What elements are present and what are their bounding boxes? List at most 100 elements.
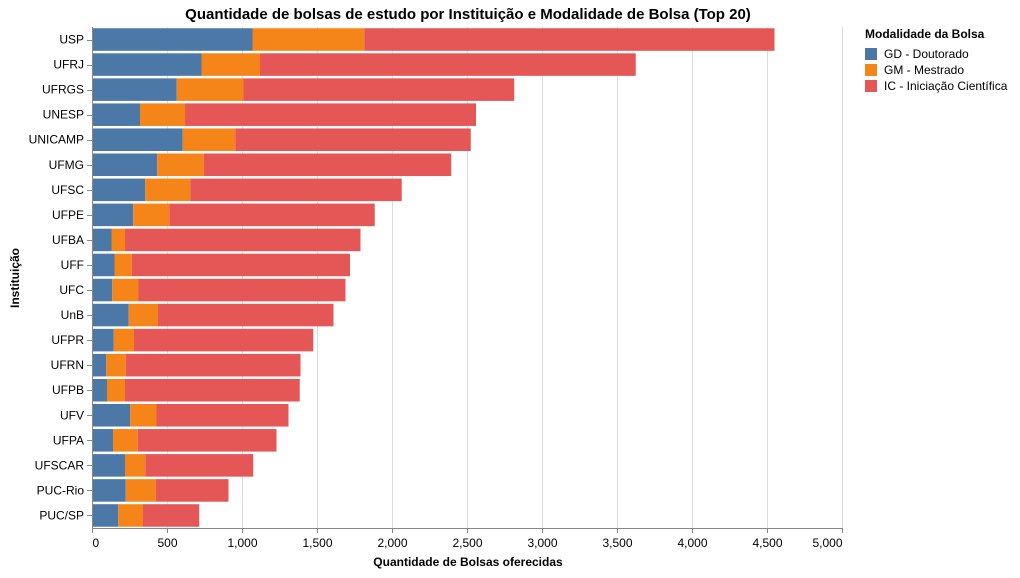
legend-swatch [865,80,877,92]
legend-label: IC - Iniciação Científica [884,79,1008,93]
bar-segment-puc-sp-2 [143,504,200,527]
bar-segment-ufc-1 [112,278,139,302]
bar-segment-unicamp-1 [182,128,236,151]
bar-segment-ufpe-0 [92,203,134,227]
y-tick-label: UNESP [43,108,84,122]
bar-segment-usp-1 [252,28,365,51]
bar-segment-usp-0 [92,28,253,51]
bar-segment-uff-1 [114,253,132,277]
bar-segment-puc-sp-0 [92,504,119,527]
bar-segment-uff-0 [92,253,115,277]
bar-segment-puc-sp-1 [118,504,143,527]
bar-segment-puc-rio-1 [125,479,156,502]
y-tick-label: UFSCAR [35,458,85,472]
bar-segment-ufrn-1 [106,353,126,377]
y-tick-label: UFC [59,283,84,297]
x-axis: 0 500 1,000 1,500 2,000 2,500 3,000 3,500 4,000 4… [92,528,843,550]
bar-segment-unb-2 [158,303,334,327]
x-tick-label: 2,500 [452,536,482,550]
bar-segment-unesp-1 [140,103,185,126]
y-axis: USP UFRJ UFRGS UNESP UNICAMP UFMG UFSC UFPE UFBA… [29,27,93,528]
bar-segment-ufba-0 [92,228,112,252]
bar-segment-ufsc-0 [92,178,146,202]
y-tick-label: UFPA [53,433,84,447]
x-tick-label: 2,000 [377,536,407,550]
x-tick-label: 4,500 [752,536,782,550]
x-tick-label: 1,000 [227,536,257,550]
bar-segment-ufv-1 [130,404,157,427]
bar-segment-ufrgs-2 [243,78,515,101]
bar-segment-unesp-2 [185,103,476,126]
bar-segment-ufsc-2 [190,178,402,202]
bar-segment-ufrj-2 [260,53,636,76]
x-tick-label: 3,500 [602,536,632,550]
bar-segment-ufrj-1 [201,53,260,76]
x-tick-label: 5,000 [812,536,842,550]
bar-segment-ufc-2 [138,278,346,302]
bar-segment-usp-2 [364,28,775,51]
y-tick-label: UFSC [51,183,84,197]
bars [92,28,775,527]
y-tick-label: PUC/SP [39,508,84,522]
x-tick-label: 0 [93,536,100,550]
bar-segment-ufba-2 [125,228,361,252]
y-tick-label: UFRJ [53,58,84,72]
bar-segment-uff-2 [131,253,350,277]
bar-segment-puc-rio-0 [92,479,126,502]
x-tick-label: 4,000 [677,536,707,550]
bar-segment-ufrgs-1 [176,78,244,101]
bar-segment-ufscar-2 [145,454,254,477]
bar-segment-ufrgs-0 [92,78,177,101]
bar-segment-ufpa-1 [113,429,138,452]
legend-label: GM - Mestrado [884,63,964,77]
bar-segment-ufpr-0 [92,328,114,352]
y-tick-label: UFPB [52,383,84,397]
bar-segment-ufpe-2 [169,203,375,227]
legend-swatch [865,48,877,60]
y-tick-label: UFF [61,258,84,272]
bar-segment-unesp-0 [92,103,140,126]
y-tick-label: PUC-Rio [37,483,85,497]
bar-segment-ufpa-0 [92,429,113,452]
y-tick-label: UFV [60,408,84,422]
bar-segment-unicamp-0 [92,128,183,151]
bar-segment-puc-rio-2 [155,479,229,502]
bar-segment-ufpb-2 [125,378,300,402]
x-axis-title: Quantidade de Bolsas oferecidas [373,555,563,569]
y-tick-label: UNICAMP [29,133,84,147]
bar-segment-ufba-1 [111,228,125,252]
legend: Modalidade da Bolsa GD - Doutorado GM - M… [865,27,1008,93]
x-tick-label: 1,500 [302,536,332,550]
legend-swatch [865,64,877,76]
bar-segment-ufpe-1 [133,203,170,227]
legend-label: GD - Doutorado [884,47,969,61]
x-tick-label: 500 [157,536,177,550]
bar-segment-ufsc-1 [145,178,191,202]
bar-segment-unb-0 [92,303,129,327]
y-tick-label: UFRN [51,358,84,372]
grid-lines [92,27,843,528]
bar-segment-ufmg-0 [92,153,158,177]
y-tick-label: UnB [61,308,84,322]
bar-segment-ufpb-1 [107,378,125,402]
chart-title: Quantidade de bolsas de estudo por Insti… [185,6,751,23]
bar-segment-unicamp-2 [235,128,471,151]
bar-segment-unb-1 [128,303,158,327]
y-tick-label: UFRGS [42,83,84,97]
bar-segment-ufscar-0 [92,454,125,477]
legend-title: Modalidade da Bolsa [865,27,985,41]
bar-segment-ufpr-2 [134,328,314,352]
bar-segment-ufmg-1 [157,153,204,177]
bar-segment-ufv-2 [156,404,289,427]
y-axis-title: Instituição [8,248,22,308]
bar-segment-ufc-0 [92,278,113,302]
bar-segment-ufrj-0 [92,53,202,76]
x-tick-label: 3,000 [527,536,557,550]
bar-segment-ufrn-0 [92,353,107,377]
bar-segment-ufv-0 [92,404,131,427]
bar-segment-ufpb-0 [92,378,107,402]
y-tick-label: USP [59,33,84,47]
y-tick-label: UFPR [51,333,84,347]
